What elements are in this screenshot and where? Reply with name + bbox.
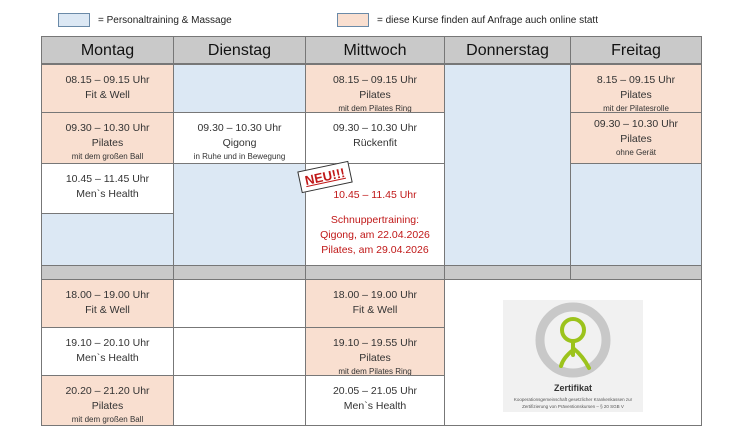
separator bbox=[305, 265, 445, 280]
course-note: mit dem Pilates Ring bbox=[338, 367, 412, 376]
course-cell: 09.30 – 10.30 Uhr Rückenfit bbox=[305, 112, 445, 164]
course-time: 20.05 – 21.05 Uhr bbox=[332, 385, 418, 397]
trial-title: Schnuppertraining: bbox=[330, 214, 420, 226]
legend-label: = Personaltraining & Massage bbox=[98, 14, 232, 26]
course-cell: 18.00 – 19.00 Uhr Fit & Well bbox=[305, 279, 445, 328]
course-time: 09.30 – 10.30 Uhr bbox=[593, 118, 679, 130]
course-note: mit dem großen Ball bbox=[71, 152, 144, 161]
legend-label: = diese Kurse finden auf Anfrage auch on… bbox=[377, 14, 598, 26]
course-time: 18.00 – 19.00 Uhr bbox=[65, 289, 150, 301]
certificate-title: Zertifikat bbox=[553, 383, 592, 393]
course-name: Men`s Health bbox=[343, 400, 407, 412]
course-cell: 08.15 – 09.15 Uhr Fit & Well bbox=[41, 64, 174, 113]
course-name: Pilates bbox=[91, 137, 124, 149]
legend-personal: = Personaltraining & Massage bbox=[58, 13, 232, 27]
course-name: Pilates bbox=[620, 133, 652, 145]
trial-date: Qigong, am 22.04.2026 bbox=[320, 229, 430, 241]
course-time: 09.30 – 10.30 Uhr bbox=[65, 122, 150, 134]
legend-swatch-peach bbox=[337, 13, 369, 27]
separator bbox=[41, 265, 174, 280]
separator bbox=[444, 265, 571, 280]
course-name: Fit & Well bbox=[85, 89, 130, 101]
course-note: mit der Pilatesrolle bbox=[603, 104, 669, 113]
trial-date: Pilates, am 29.04.2026 bbox=[321, 244, 429, 256]
course-time: 10.45 – 11.45 Uhr bbox=[65, 173, 150, 185]
personal-cell bbox=[41, 213, 174, 266]
course-name: Pilates bbox=[91, 400, 124, 412]
empty-cell bbox=[173, 375, 306, 426]
course-note: in Ruhe und in Bewegung bbox=[193, 152, 286, 161]
course-note: mit dem großen Ball bbox=[71, 415, 144, 424]
header-dienstag: Dienstag bbox=[173, 36, 306, 65]
empty-cell bbox=[173, 279, 306, 328]
header-freitag: Freitag bbox=[570, 36, 702, 65]
certificate-caption-line: Kooperationsgemeinschaft gesetzlicher Kr… bbox=[513, 397, 633, 402]
course-cell: 8.15 – 09.15 Uhr Pilates mit der Pilatesro… bbox=[570, 64, 702, 113]
personal-cell bbox=[173, 163, 306, 266]
personal-cell bbox=[173, 64, 306, 113]
course-time: 09.30 – 10.30 Uhr bbox=[332, 122, 418, 134]
course-cell: 19.10 – 19.55 Uhr Pilates mit dem Pilates … bbox=[305, 327, 445, 376]
course-time: 19.10 – 20.10 Uhr bbox=[65, 337, 150, 349]
prevention-seal-icon bbox=[535, 302, 611, 378]
course-cell: 18.00 – 19.00 Uhr Fit & Well bbox=[41, 279, 174, 328]
course-time: 18.00 – 19.00 Uhr bbox=[332, 289, 418, 301]
course-name: Qigong bbox=[222, 137, 257, 149]
legend-online: = diese Kurse finden auf Anfrage auch on… bbox=[337, 13, 598, 27]
course-name: Fit & Well bbox=[85, 304, 130, 316]
personal-cell bbox=[570, 163, 702, 266]
personal-cell bbox=[444, 64, 571, 266]
header-mittwoch: Mittwoch bbox=[305, 36, 445, 65]
certificate-logo: Zertifikat Kooperationsgemeinschaft gese… bbox=[503, 300, 643, 412]
course-cell: 10.45 – 11.45 Uhr Men`s Health bbox=[41, 163, 174, 214]
course-cell: 20.20 – 21.20 Uhr Pilates mit dem großen B… bbox=[41, 375, 174, 426]
separator bbox=[570, 265, 702, 280]
course-note: ohne Gerät bbox=[615, 148, 657, 157]
course-cell: 08.15 – 09.15 Uhr Pilates mit dem Pilates … bbox=[305, 64, 445, 113]
header-montag: Montag bbox=[41, 36, 174, 65]
legend-swatch-blue bbox=[58, 13, 90, 27]
certificate-caption-line: Zertifizierung von Präventionskursen – §… bbox=[522, 404, 624, 409]
course-time: 08.15 – 09.15 Uhr bbox=[332, 74, 418, 86]
course-cell: 09.30 – 10.30 Uhr Qigong in Ruhe und in Be… bbox=[173, 112, 306, 164]
course-time: 09.30 – 10.30 Uhr bbox=[197, 122, 282, 134]
trial-course-cell: 10.45 – 11.45 Uhr Schnuppertraining: Qigon… bbox=[305, 163, 445, 266]
course-name: Pilates bbox=[359, 352, 391, 364]
course-time: 20.20 – 21.20 Uhr bbox=[65, 385, 150, 397]
course-cell: 19.10 – 20.10 Uhr Men`s Health bbox=[41, 327, 174, 376]
course-name: Pilates bbox=[359, 89, 391, 101]
course-time: 10.45 – 11.45 Uhr bbox=[333, 189, 417, 201]
course-name: Fit & Well bbox=[352, 304, 398, 316]
course-name: Men`s Health bbox=[76, 188, 139, 200]
separator bbox=[173, 265, 306, 280]
course-cell: 09.30 – 10.30 Uhr Pilates ohne Gerät bbox=[570, 112, 702, 164]
course-note: mit dem Pilates Ring bbox=[338, 104, 412, 113]
course-cell: 20.05 – 21.05 Uhr Men`s Health bbox=[305, 375, 445, 426]
empty-cell bbox=[173, 327, 306, 376]
course-name: Pilates bbox=[620, 89, 652, 101]
certificate-caption: Kooperationsgemeinschaft gesetzlicher Kr… bbox=[503, 396, 643, 410]
course-name: Rückenfit bbox=[353, 137, 397, 149]
course-time: 08.15 – 09.15 Uhr bbox=[65, 74, 150, 86]
course-name: Men`s Health bbox=[76, 352, 139, 364]
header-donnerstag: Donnerstag bbox=[444, 36, 571, 65]
course-cell: 09.30 – 10.30 Uhr Pilates mit dem großen B… bbox=[41, 112, 174, 164]
course-time: 19.10 – 19.55 Uhr bbox=[332, 337, 418, 349]
course-time: 8.15 – 09.15 Uhr bbox=[596, 74, 676, 86]
